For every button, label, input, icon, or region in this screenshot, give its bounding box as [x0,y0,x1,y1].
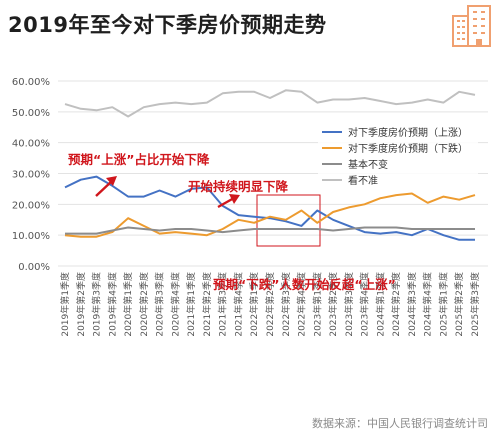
y-tick-label: 60.00% [12,77,50,88]
x-tick-label: 2019年第1季度 [59,272,71,337]
x-tick-label: 2024年第2季度 [390,272,402,337]
series-line-2 [64,192,476,238]
x-tick-label: 2023年第1季度 [311,272,323,337]
x-tick-label: 2023年第4季度 [359,272,371,337]
x-tick-label: 2022年第1季度 [248,272,260,337]
legend-bg [318,125,478,139]
x-axis-ticks: 2019年第1季度 2019年第2季度 2019年第3季度 2019年第4季度 2020… [59,272,481,337]
annotation-arrow-2 [217,196,235,209]
x-tick-label: 2019年第4季度 [106,272,118,337]
x-tick-label: 2021年第4季度 [232,272,244,337]
x-tick-label: 2022年第3季度 [280,272,292,337]
series-lines [64,89,476,241]
x-tick-label: 2020年第1季度 [122,272,134,337]
y-tick-label: 10.00% [12,231,50,242]
x-tick-label: 2022年第4季度 [296,272,308,337]
y-axis-ticks: 0.00% 10.00% 20.00% 30.00% 40.00% 50.00% 60.00… [12,77,50,273]
annotation-arrow-1-head [106,176,117,186]
x-tick-label: 2024年第1季度 [374,272,386,337]
highlight-box [256,194,321,247]
y-tick-label: 50.00% [12,108,50,119]
legend-bg [318,157,478,171]
x-tick-label: 2021年第3季度 [217,272,229,337]
annotation-arrow-1 [95,180,113,197]
legend-label: 对下季度房价预期（下跌） [348,142,468,155]
y-tick-label: 30.00% [12,170,50,181]
y-tick-label: 40.00% [12,139,50,150]
annotation-up-start-decline: 预期“上涨”占比开始下降 [68,152,210,167]
x-tick-label: 2020年第3季度 [154,272,166,337]
x-tick-label: 2025年第1季度 [437,272,449,337]
legend-label: 基本不变 [348,158,388,171]
x-tick-label: 2023年第2季度 [327,272,339,337]
y-tick-label: 20.00% [12,200,50,211]
x-tick-label: 2019年第2季度 [75,272,87,337]
annotation-arrows [95,176,240,209]
building-icon [452,5,491,47]
annotation-sustained-decline: 开始持续明显下降 [188,179,289,194]
x-tick-label: 2021年第2季度 [201,272,213,337]
data-source: 数据来源：中国人民银行调查统计司 [312,417,488,430]
x-tick-label: 2024年第3季度 [406,272,418,337]
y-tick-label: 0.00% [18,262,50,273]
x-tick-label: 2023年第3季度 [343,272,355,337]
series-line-3 [65,226,475,235]
x-tick-label: 2021年第1季度 [185,272,197,337]
chart-title: 2019年至今对下季房价预期走势 [8,13,327,37]
x-tick-label: 2019年第3季度 [91,272,103,337]
annotation-down-overtakes-up: 预期“下跌”人数开始反超“上涨” [213,277,396,292]
x-tick-label: 2024年第4季度 [422,272,434,337]
legend-label: 看不准 [348,174,378,187]
grid-lines [58,80,488,267]
legend-label: 对下季度房价预期（上涨） [348,126,468,139]
series-line-1 [64,175,475,241]
annotation-arrow-2-head [229,194,240,204]
x-tick-label: 2020年第2季度 [138,272,150,337]
x-tick-label: 2025年第2季度 [453,272,465,337]
legend-bg [318,141,478,155]
x-tick-label: 2020年第4季度 [169,272,181,337]
x-tick-label: 2025年第3季度 [469,272,481,337]
series-line-4 [64,89,476,118]
legend-bg [318,173,478,187]
x-tick-label: 2022年第2季度 [264,272,276,337]
